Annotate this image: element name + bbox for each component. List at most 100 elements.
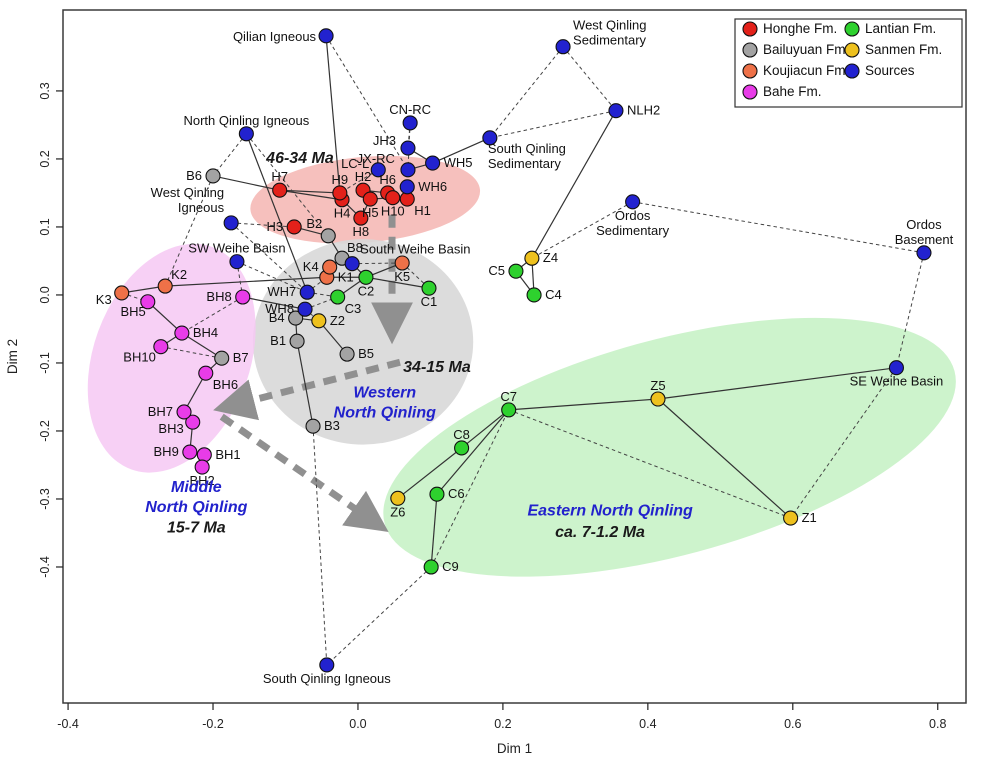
legend-swatch-bailuyuan-fm-	[742, 42, 758, 58]
legend-label-koujiacun-fm-: Koujiacun Fm.	[763, 63, 849, 78]
point-label-SQS: South Qinling Sedimentary	[488, 141, 566, 171]
point-label-C6: C6	[448, 486, 465, 501]
point-label-BH7: BH7	[148, 404, 173, 419]
point-label-BH10: BH10	[123, 350, 156, 365]
point-label-H7: H7	[271, 169, 288, 184]
edge-C9-C7	[430, 409, 510, 568]
point-label-C8: C8	[453, 427, 470, 442]
point-C1	[421, 280, 437, 296]
point-C2	[358, 269, 374, 285]
y-tick-label: -0.4	[38, 556, 52, 578]
point-Z6	[390, 490, 406, 506]
point-Z4	[524, 250, 540, 266]
point-label-WH5: WH5	[444, 155, 473, 170]
point-BH5	[140, 294, 156, 310]
point-C4	[526, 287, 542, 303]
point-label-B3: B3	[324, 418, 340, 433]
edge-BH4-B7	[181, 332, 223, 359]
point-label-H9: H9	[332, 172, 349, 187]
evolution-arrow-gray-to-magenta	[213, 358, 401, 421]
point-WQS	[555, 39, 571, 55]
edge-H7-H9	[279, 189, 340, 194]
point-label-H2: H2	[355, 169, 372, 184]
point-label-WH8: WH8	[265, 301, 294, 316]
point-label-H6: H6	[379, 172, 396, 187]
x-tick-label: -0.2	[202, 717, 224, 731]
point-label-C3: C3	[345, 301, 362, 316]
point-label-BH9: BH9	[154, 444, 179, 459]
edge-BH8-BH4	[181, 296, 243, 334]
point-label-WQI: West Qinling Igneous	[151, 185, 225, 215]
point-label-QIL: Qilian Igneous	[233, 29, 317, 44]
point-label-BH8: BH8	[206, 289, 231, 304]
point-label-WH7: WH7	[267, 284, 296, 299]
point-label-C4: C4	[545, 287, 562, 302]
point-label-B7: B7	[233, 350, 249, 365]
point-K4	[322, 259, 338, 275]
point-OS	[625, 194, 641, 210]
x-tick-label: 0.4	[639, 717, 656, 731]
point-SEW	[888, 360, 904, 376]
point-BH4	[174, 325, 190, 341]
legend-swatch-bahe-fm-	[742, 84, 758, 100]
point-label-Z2: Z2	[330, 313, 345, 328]
point-label-K1: K1	[338, 269, 354, 284]
point-label-B5: B5	[358, 346, 374, 361]
legend-swatch-lantian-fm-	[844, 21, 860, 37]
edge-B3-SQI	[312, 426, 328, 665]
point-label-K4: K4	[303, 259, 319, 274]
point-label-SQI: South Qinling Igneous	[263, 671, 391, 686]
annotation-5: Eastern North Qinling	[527, 502, 693, 519]
edge-SWB-K5	[352, 262, 403, 265]
point-JXRC	[400, 162, 416, 178]
edge-OS-OB	[632, 201, 925, 254]
annotation-2: Western North Qinling	[334, 385, 436, 422]
point-H7	[272, 182, 288, 198]
edge-WH5-SQS	[432, 137, 491, 164]
edge-B1-B3	[296, 341, 314, 427]
edge-WH7-C3	[307, 291, 338, 298]
point-H3	[286, 219, 302, 235]
annotation-6: ca. 7-1.2 Ma	[555, 524, 645, 541]
point-label-BH3: BH3	[158, 421, 183, 436]
edge-WQS-NLH2	[562, 46, 617, 111]
edge-SEW-Z1	[790, 367, 897, 519]
point-label-B6: B6	[186, 168, 202, 183]
point-label-B8: B8	[347, 240, 363, 255]
point-C6	[429, 486, 445, 502]
point-label-H1: H1	[414, 203, 431, 218]
point-K5	[394, 255, 410, 271]
y-tick-label: 0.3	[38, 82, 52, 99]
point-SQI	[319, 657, 335, 673]
edge-WQI-WH7	[230, 222, 308, 293]
x-tick-label: 0.8	[929, 717, 946, 731]
point-label-LCL: LC-L	[341, 156, 369, 171]
point-label-OB: Ordos Basement	[895, 217, 954, 247]
x-tick-label: 0.6	[784, 717, 801, 731]
edge-H7-H4	[279, 189, 343, 201]
point-label-NQI: North Qinling Igneous	[183, 113, 309, 128]
point-C7	[501, 402, 517, 418]
y-axis-label: Dim 2	[5, 339, 20, 374]
point-B7	[214, 350, 230, 366]
region-eastern-north-qinling-cluster	[383, 317, 956, 577]
point-H5	[362, 191, 378, 207]
point-label-SWB: South Weihe Basin	[360, 242, 470, 257]
point-label-K3: K3	[96, 292, 112, 307]
point-C3	[330, 289, 346, 305]
edge-Z5-SEW	[657, 367, 897, 400]
point-OB	[916, 245, 932, 261]
point-label-Z5: Z5	[650, 378, 665, 393]
point-BH1	[196, 447, 212, 463]
point-label-B2: B2	[306, 216, 322, 231]
point-C8	[454, 440, 470, 456]
legend-label-honghe-fm-: Honghe Fm.	[763, 21, 837, 36]
edge-NQI-WH7	[245, 133, 308, 293]
edge-BH5-BH4	[147, 301, 183, 334]
point-label-NLH2: NLH2	[627, 103, 660, 118]
annotation-4: 15-7 Ma	[167, 519, 226, 536]
evolution-arrow-magenta-to-green	[219, 413, 389, 532]
y-tick-label: -0.2	[38, 420, 52, 442]
point-C5	[508, 263, 524, 279]
